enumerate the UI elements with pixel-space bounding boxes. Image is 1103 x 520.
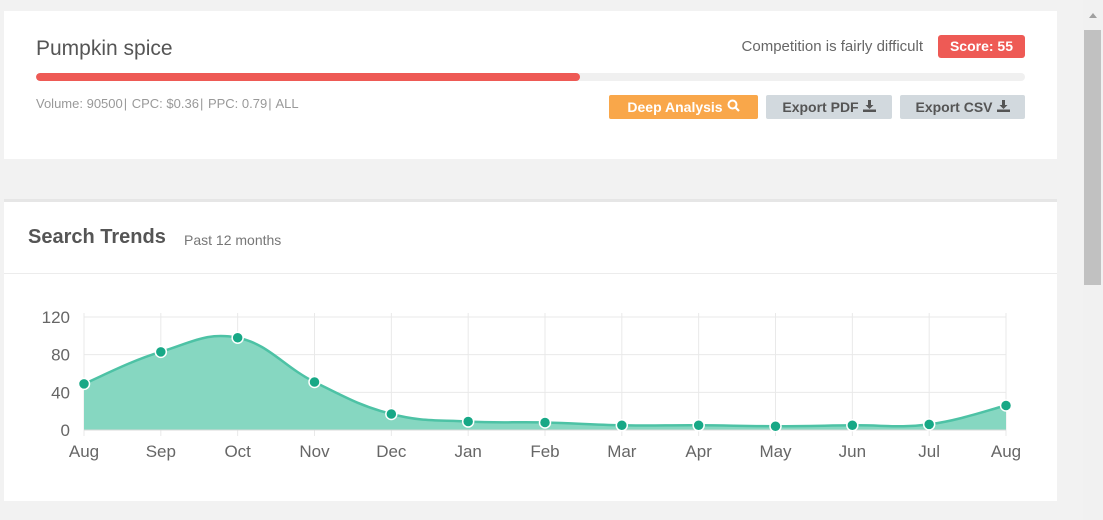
cpc-metric: CPC: $0.36 — [128, 96, 199, 111]
y-tick-label: 40 — [51, 383, 70, 402]
data-point — [308, 375, 321, 389]
vertical-scrollbar[interactable] — [1083, 0, 1103, 520]
export-pdf-label: Export PDF — [782, 99, 859, 115]
data-point — [461, 415, 475, 428]
x-tick-label: Aug — [991, 442, 1021, 461]
scrollbar-thumb[interactable] — [1084, 30, 1101, 285]
data-point — [922, 418, 936, 431]
volume-metric: Volume: 90500 — [36, 96, 123, 111]
metric-separator: | — [199, 96, 204, 111]
data-point — [769, 419, 782, 433]
difficulty-progress-bar — [36, 73, 1025, 81]
data-point — [846, 419, 859, 432]
x-tick-label: Jan — [454, 442, 481, 461]
download-icon — [862, 99, 876, 115]
export-csv-label: Export CSV — [915, 99, 993, 115]
data-point — [615, 419, 629, 432]
download-icon — [996, 99, 1010, 115]
x-tick-label: Jun — [839, 442, 866, 461]
keyword-card: Pumpkin spice Competition is fairly diff… — [4, 11, 1057, 159]
deep-analysis-label: Deep Analysis — [627, 99, 723, 115]
x-tick-label: Sep — [146, 442, 176, 461]
data-point — [999, 399, 1013, 412]
y-tick-label: 120 — [42, 308, 70, 327]
x-tick-label: Oct — [224, 442, 251, 461]
data-point — [385, 407, 398, 421]
difficulty-progress-fill — [36, 73, 580, 81]
data-point — [692, 419, 705, 432]
competition-text: Competition is fairly difficult — [741, 38, 923, 55]
data-point — [538, 416, 552, 429]
keyword-title: Pumpkin spice — [36, 37, 173, 60]
search-trends-header: Search Trends Past 12 months — [4, 202, 1057, 274]
x-tick-label: Aug — [69, 442, 99, 461]
x-tick-label: Jul — [918, 442, 940, 461]
metric-separator: | — [123, 96, 128, 111]
search-trends-subtitle: Past 12 months — [184, 232, 282, 248]
trend-area — [84, 335, 1006, 430]
x-tick-label: Apr — [685, 442, 712, 461]
x-tick-label: Mar — [607, 442, 637, 461]
deep-analysis-button[interactable]: Deep Analysis — [609, 95, 758, 119]
region-metric: ALL — [272, 96, 299, 111]
keyword-metrics: Volume: 90500| CPC: $0.36| PPC: 0.79| AL… — [36, 96, 299, 111]
search-trends-title: Search Trends — [28, 226, 166, 248]
data-point — [154, 345, 168, 359]
data-point — [231, 331, 244, 344]
ppc-metric: PPC: 0.79 — [204, 96, 268, 111]
metric-separator: | — [268, 96, 272, 111]
x-tick-label: May — [759, 442, 792, 461]
x-tick-label: Nov — [299, 442, 330, 461]
y-tick-label: 0 — [61, 421, 70, 440]
x-tick-label: Feb — [530, 442, 559, 461]
x-tick-label: Dec — [376, 442, 407, 461]
data-point — [77, 377, 91, 391]
search-trends-card: Search Trends Past 12 months 0 40 80 120 Aug… — [4, 199, 1057, 501]
y-tick-label: 80 — [51, 346, 70, 365]
export-pdf-button[interactable]: Export PDF — [766, 95, 892, 119]
score-badge: Score: 55 — [937, 35, 1025, 58]
export-csv-button[interactable]: Export CSV — [900, 95, 1025, 119]
search-trends-chart: 0 40 80 120 Aug Sep Oct Nov Dec Jan Feb Mar Apr May Ju… — [42, 308, 1022, 461]
scroll-up-arrow-icon[interactable] — [1089, 13, 1097, 18]
search-icon — [727, 99, 740, 115]
